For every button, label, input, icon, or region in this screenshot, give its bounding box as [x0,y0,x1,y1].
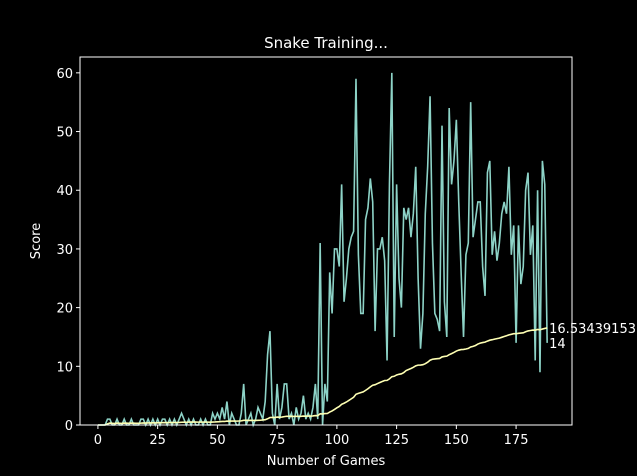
chart-title: Snake Training... [264,34,388,52]
x-tick-label: 25 [149,433,166,448]
plot-frame [79,56,573,426]
x-tick-label: 0 [94,433,102,448]
x-tick-label: 175 [504,433,529,448]
y-tick-label: 50 [56,126,73,141]
y-tick-label: 40 [56,184,73,199]
annotation: 14 [549,337,566,352]
x-axis-label: Number of Games [267,454,386,469]
annotation: 16.53439153 [549,322,636,337]
y-tick-label: 30 [56,243,73,258]
y-tick-label: 0 [65,419,73,434]
x-tick-label: 100 [324,433,349,448]
data-line [97,327,548,426]
y-tick-label: 60 [56,67,73,82]
x-tick-label: 50 [209,433,226,448]
y-axis-label: Score [29,223,44,259]
x-tick-label: 125 [384,433,409,448]
y-tick-label: 20 [56,302,73,317]
x-tick-label: 75 [269,433,286,448]
x-tick-label: 150 [444,433,469,448]
y-tick-label: 10 [56,360,73,375]
